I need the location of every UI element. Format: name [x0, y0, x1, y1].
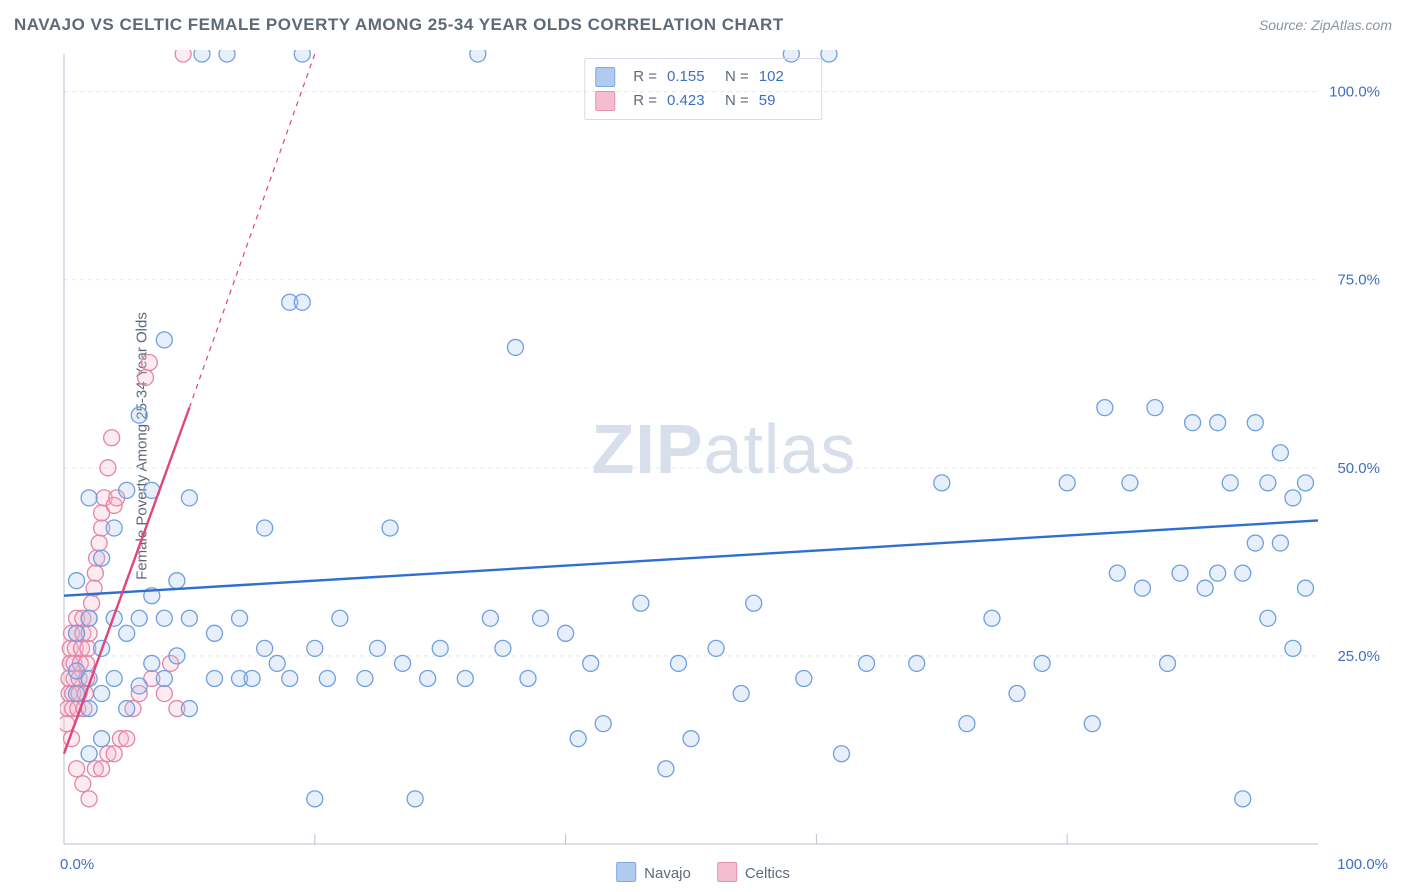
svg-text:25.0%: 25.0% — [1337, 648, 1380, 665]
legend-row-celtics: R = 0.423 N = 59 — [595, 89, 807, 113]
legend-swatch-celtics-icon — [717, 862, 737, 882]
series-legend: Navajo Celtics — [616, 862, 790, 882]
legend-row-navajo: R = 0.155 N = 102 — [595, 65, 807, 89]
chart-title: NAVAJO VS CELTIC FEMALE POVERTY AMONG 25… — [14, 15, 784, 35]
chart-source: Source: ZipAtlas.com — [1259, 17, 1392, 33]
legend-swatch-navajo-icon — [616, 862, 636, 882]
svg-text:100.0%: 100.0% — [1329, 84, 1380, 101]
correlation-legend: R = 0.155 N = 102 R = 0.423 N = 59 — [584, 58, 822, 120]
x-axis-max: 100.0% — [1337, 856, 1388, 873]
scatter-plot-svg: 25.0% 50.0% 75.0% 100.0% — [60, 50, 1388, 848]
legend-swatch-celtics — [595, 91, 615, 111]
plot-area: 25.0%50.0%75.0%100.0% ZIPatlas — [60, 50, 1388, 848]
legend-item-celtics: Celtics — [717, 862, 790, 882]
legend-swatch-navajo — [595, 67, 615, 87]
svg-text:75.0%: 75.0% — [1337, 272, 1380, 289]
svg-text:50.0%: 50.0% — [1337, 460, 1380, 477]
chart-header: NAVAJO VS CELTIC FEMALE POVERTY AMONG 25… — [0, 0, 1406, 50]
x-axis-min: 0.0% — [60, 856, 94, 873]
legend-item-navajo: Navajo — [616, 862, 691, 882]
